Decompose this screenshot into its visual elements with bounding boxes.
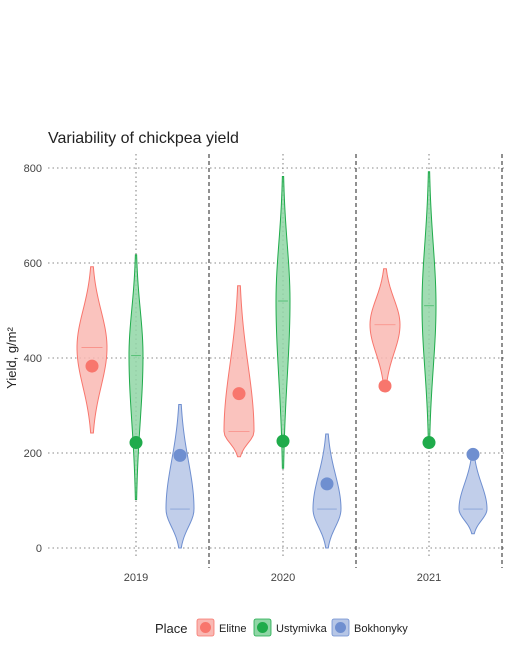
x-tick-labels: 2019 2020 2021 (124, 572, 441, 584)
y-tick-label: 800 (24, 163, 42, 175)
legend-label-elitne: Elitne (219, 623, 247, 635)
legend-label-ustymivka: Ustymivka (276, 623, 328, 635)
y-tick-label: 200 (24, 448, 42, 460)
mean-point-bokhonyky-2019 (173, 448, 187, 462)
violin-elitne-2019 (76, 266, 108, 434)
violin-elitne-2020 (223, 285, 255, 458)
legend-point-ustymivka (257, 622, 268, 633)
y-tick-label: 400 (24, 353, 42, 365)
legend-title: Place (155, 621, 188, 636)
y-tick-label: 600 (24, 258, 42, 270)
y-tick-labels: 0 200 400 600 800 (24, 163, 42, 555)
y-tick-label: 0 (36, 543, 42, 555)
legend: Place Elitne Ustymivka Bokhonyky (155, 618, 408, 637)
mean-point-elitne-2021 (378, 379, 392, 393)
mean-point-elitne-2019 (85, 359, 99, 373)
violin-ustymivka-2021 (421, 171, 437, 444)
violin-bokhonyky-2021 (458, 453, 488, 535)
mean-point-ustymivka-2019 (129, 436, 143, 450)
violin-bokhonyky-2019 (165, 404, 195, 549)
violin-bokhonyky-2020 (312, 433, 342, 549)
violin-elitne-2021 (369, 268, 401, 387)
legend-label-bokhonyky: Bokhonyky (354, 623, 408, 635)
mean-point-ustymivka-2021 (422, 436, 436, 450)
y-axis-label: Yield, g/m² (4, 327, 19, 389)
mean-point-elitne-2020 (232, 387, 246, 401)
legend-point-elitne (200, 622, 211, 633)
violin-ustymivka-2019 (128, 254, 144, 501)
chart-title: Variability of chickpea yield (48, 130, 239, 147)
mean-point-bokhonyky-2020 (320, 477, 334, 491)
grid-lines (48, 154, 505, 568)
x-tick-label: 2021 (417, 572, 441, 584)
violin-group (76, 171, 488, 549)
violin-ustymivka-2020 (275, 176, 291, 469)
mean-point-ustymivka-2020 (276, 434, 290, 448)
x-tick-label: 2020 (271, 572, 295, 584)
legend-point-bokhonyky (335, 622, 346, 633)
x-tick-label: 2019 (124, 572, 148, 584)
mean-point-bokhonyky-2021 (466, 447, 480, 461)
